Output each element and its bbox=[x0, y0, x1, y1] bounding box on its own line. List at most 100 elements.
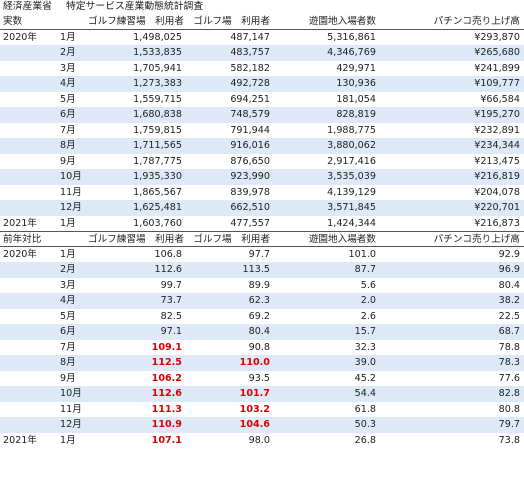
value-cell: 1,988,775 bbox=[327, 124, 376, 136]
value-cell: 694,251 bbox=[230, 93, 270, 105]
month-cell: 11月 bbox=[60, 403, 82, 415]
value-cell: 1,625,481 bbox=[133, 202, 182, 213]
month-cell: 9月 bbox=[60, 155, 76, 167]
header-row-actual: 実数 ゴルフ練習場 利用者 ゴルフ場 利用者 遊園地入場者数 パチンコ売り上げ高 bbox=[0, 14, 524, 30]
table-row: 7月 109.1 90.8 32.3 78.8 bbox=[0, 340, 524, 356]
value-cell: 2.0 bbox=[360, 295, 376, 306]
table-row: 5月 82.5 69.2 2.6 22.5 bbox=[0, 309, 524, 325]
value-cell: 101.0 bbox=[348, 248, 376, 260]
value-cell: 93.5 bbox=[248, 372, 270, 384]
value-cell: 1,680,838 bbox=[133, 109, 182, 120]
month-cell: 12月 bbox=[60, 202, 82, 213]
year-cell bbox=[0, 76, 48, 92]
header-spacer bbox=[48, 14, 88, 29]
value-cell: 1,498,025 bbox=[133, 31, 182, 43]
value-cell: 97.1 bbox=[160, 326, 182, 337]
value-cell: ¥195,270 bbox=[474, 109, 520, 120]
section-label-yoy: 前年対比 bbox=[3, 234, 42, 245]
value-cell: 483,757 bbox=[230, 47, 270, 58]
value-cell: ¥232,891 bbox=[474, 124, 520, 136]
value-cell: 1,705,941 bbox=[133, 62, 182, 74]
table-row: 6月 1,680,838 748,579 828,819 ¥195,270 bbox=[0, 107, 524, 123]
value-cell: 54.4 bbox=[354, 388, 376, 399]
month-cell: 7月 bbox=[60, 341, 76, 353]
year-cell bbox=[0, 355, 48, 371]
value-cell: 1,603,760 bbox=[133, 217, 182, 229]
year-cell bbox=[0, 417, 48, 433]
month-cell: 2月 bbox=[60, 47, 76, 58]
month-cell: 6月 bbox=[60, 326, 76, 337]
value-cell: ¥265,680 bbox=[474, 47, 520, 58]
month-cell: 1月 bbox=[60, 248, 76, 260]
table-row: 2020年 1月 1,498,025 487,147 5,316,861 ¥293,870 bbox=[0, 30, 524, 46]
year-cell bbox=[0, 278, 48, 294]
value-cell: 109.1 bbox=[151, 341, 182, 353]
month-cell: 2月 bbox=[60, 264, 76, 275]
value-cell: 2.6 bbox=[360, 310, 376, 322]
month-cell: 8月 bbox=[60, 357, 76, 368]
value-cell: 82.5 bbox=[160, 310, 182, 322]
year-cell bbox=[0, 293, 48, 309]
value-cell: 15.7 bbox=[354, 326, 376, 337]
value-cell: 80.4 bbox=[498, 279, 520, 291]
table-row: 10月 1,935,330 923,990 3,535,039 ¥216,819 bbox=[0, 169, 524, 185]
value-cell: 429,971 bbox=[336, 62, 376, 74]
spreadsheet: 経済産業省 特定サービス産業動態統計調査 実数 ゴルフ練習場 利用者 ゴルフ場 利… bbox=[0, 0, 524, 449]
org-name: 経済産業省 bbox=[3, 1, 52, 12]
month-cell: 3月 bbox=[60, 62, 76, 74]
value-cell: 38.2 bbox=[498, 295, 520, 306]
value-cell: 582,182 bbox=[230, 62, 270, 74]
year-cell bbox=[0, 371, 48, 387]
table-row: 2021年 1月 107.1 98.0 26.8 73.8 bbox=[0, 433, 524, 449]
value-cell: 45.2 bbox=[354, 372, 376, 384]
table-row: 2月 112.6 113.5 87.7 96.9 bbox=[0, 262, 524, 278]
value-cell: 1,273,383 bbox=[133, 78, 182, 89]
month-cell: 4月 bbox=[60, 78, 76, 89]
value-cell: 104.6 bbox=[239, 419, 270, 430]
value-cell: 4,346,769 bbox=[327, 47, 376, 58]
value-cell: ¥216,819 bbox=[474, 171, 520, 182]
year-cell: 2021年 bbox=[3, 434, 38, 446]
sheet-title: 経済産業省 特定サービス産業動態統計調査 bbox=[0, 0, 524, 14]
table-row: 2020年 1月 106.8 97.7 101.0 92.9 bbox=[0, 247, 524, 263]
value-cell: ¥109,777 bbox=[474, 78, 520, 89]
year-cell bbox=[0, 154, 48, 170]
column-header-golf-course: ゴルフ場 利用者 bbox=[193, 16, 270, 27]
value-cell: 79.7 bbox=[498, 419, 520, 430]
value-cell: 106.8 bbox=[154, 248, 182, 260]
value-cell: 3,535,039 bbox=[327, 171, 376, 182]
actual-table-body: 2020年 1月 1,498,025 487,147 5,316,861 ¥293,870… bbox=[0, 30, 524, 232]
value-cell: 923,990 bbox=[230, 171, 270, 182]
column-header-pachinko: パチンコ売り上げ高 bbox=[433, 16, 520, 27]
value-cell: ¥66,584 bbox=[480, 93, 520, 105]
value-cell: 1,424,344 bbox=[327, 217, 376, 229]
value-cell: 77.6 bbox=[498, 372, 520, 384]
year-cell bbox=[0, 340, 48, 356]
table-row: 8月 1,711,565 916,016 3,880,062 ¥234,344 bbox=[0, 138, 524, 154]
table-row: 3月 1,705,941 582,182 429,971 ¥241,899 bbox=[0, 61, 524, 77]
value-cell: ¥293,870 bbox=[474, 31, 520, 43]
table-row: 9月 1,787,775 876,650 2,917,416 ¥213,475 bbox=[0, 154, 524, 170]
year-cell bbox=[0, 262, 48, 278]
year-cell bbox=[0, 61, 48, 77]
value-cell: 106.2 bbox=[151, 372, 182, 384]
value-cell: 82.8 bbox=[498, 388, 520, 399]
table-row: 9月 106.2 93.5 45.2 77.6 bbox=[0, 371, 524, 387]
value-cell: 39.0 bbox=[354, 357, 376, 368]
value-cell: 110.9 bbox=[151, 419, 182, 430]
year-cell bbox=[0, 309, 48, 325]
table-row: 4月 1,273,383 492,728 130,936 ¥109,777 bbox=[0, 76, 524, 92]
month-cell: 9月 bbox=[60, 372, 76, 384]
value-cell: 1,559,715 bbox=[133, 93, 182, 105]
table-row: 11月 1,865,567 839,978 4,139,129 ¥204,078 bbox=[0, 185, 524, 201]
year-cell bbox=[0, 386, 48, 402]
value-cell: 110.0 bbox=[239, 357, 270, 368]
value-cell: 78.8 bbox=[498, 341, 520, 353]
value-cell: 1,759,815 bbox=[133, 124, 182, 136]
value-cell: 50.3 bbox=[354, 419, 376, 430]
month-cell: 10月 bbox=[60, 388, 82, 399]
year-cell bbox=[0, 169, 48, 185]
value-cell: 73.7 bbox=[160, 295, 182, 306]
month-cell: 5月 bbox=[60, 310, 76, 322]
value-cell: ¥213,475 bbox=[474, 155, 520, 167]
